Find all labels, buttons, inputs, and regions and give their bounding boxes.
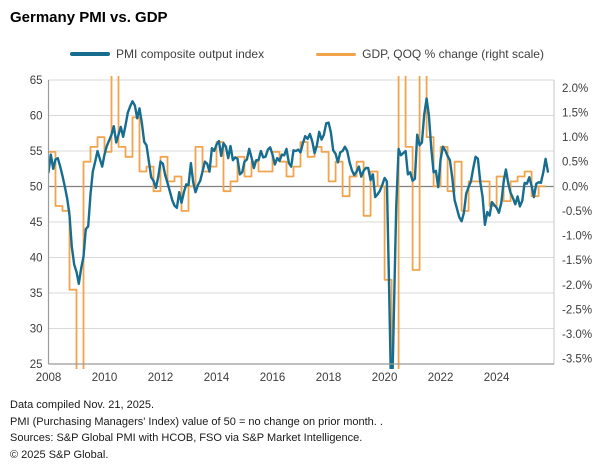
x-axis-tick: 2018 bbox=[316, 372, 342, 384]
x-axis-tick: 2024 bbox=[484, 372, 510, 384]
legend-item-pmi: PMI composite output index bbox=[70, 47, 264, 61]
footnote-copyright: © 2025 S&P Global. bbox=[10, 448, 109, 461]
pmi-series-line bbox=[48, 97, 550, 369]
right-axis-tick: 1.0% bbox=[562, 132, 588, 144]
right-axis-tick: -3.0% bbox=[562, 329, 592, 341]
footnote-compiled: Data compiled Nov. 21, 2025. bbox=[10, 399, 155, 411]
right-axis-tick: 2.0% bbox=[562, 83, 588, 95]
left-axis-tick: 35 bbox=[30, 288, 43, 300]
left-axis-tick: 30 bbox=[30, 324, 43, 336]
left-axis-tick: 25 bbox=[30, 359, 43, 371]
x-axis-tick: 2014 bbox=[204, 372, 230, 384]
right-axis-tick: -2.0% bbox=[562, 280, 592, 292]
right-axis-tick: -2.5% bbox=[562, 304, 592, 316]
x-axis-tick: 2012 bbox=[148, 372, 174, 384]
footnotes: Data compiled Nov. 21, 2025. PMI (Purcha… bbox=[10, 397, 383, 463]
left-axis-tick: 60 bbox=[30, 111, 43, 123]
x-axis-tick: 2020 bbox=[372, 372, 398, 384]
gdp-line-swatch bbox=[316, 52, 357, 56]
chart-title: Germany PMI vs. GDP bbox=[10, 9, 168, 26]
right-axis-tick: 0.5% bbox=[562, 157, 588, 169]
left-axis-tick: 45 bbox=[30, 217, 43, 229]
left-axis-tick: 50 bbox=[30, 182, 43, 194]
right-axis-tick: -0.5% bbox=[562, 206, 592, 218]
left-axis-tick: 55 bbox=[30, 146, 43, 158]
x-axis-tick: 2008 bbox=[36, 372, 62, 384]
left-axis-tick: 40 bbox=[30, 253, 43, 265]
left-axis-tick: 65 bbox=[30, 75, 43, 87]
footnote-sources: Sources: S&P Global PMI with HCOB, FSO v… bbox=[10, 432, 363, 444]
x-axis-tick: 2016 bbox=[260, 372, 286, 384]
right-axis-tick: -3.5% bbox=[562, 354, 592, 366]
x-axis-tick: 2010 bbox=[92, 372, 118, 384]
pmi-legend-label: PMI composite output index bbox=[116, 47, 265, 61]
legend: PMI composite output index GDP, QOQ % ch… bbox=[0, 47, 614, 61]
right-axis-tick: 1.5% bbox=[562, 107, 588, 119]
pmi-line-swatch bbox=[70, 52, 111, 56]
right-axis-tick: -1.0% bbox=[562, 231, 592, 243]
right-axis-tick: 0.0% bbox=[562, 181, 588, 193]
gdp-series-line bbox=[48, 76, 546, 369]
gdp-legend-label: GDP, QOQ % change (right scale) bbox=[362, 47, 544, 61]
footnote-pmi-definition: PMI (Purchasing Managers' Index) value o… bbox=[10, 415, 383, 428]
x-axis-tick: 2022 bbox=[428, 372, 454, 384]
legend-item-gdp: GDP, QOQ % change (right scale) bbox=[316, 47, 544, 61]
right-axis-tick: -1.5% bbox=[562, 255, 592, 267]
